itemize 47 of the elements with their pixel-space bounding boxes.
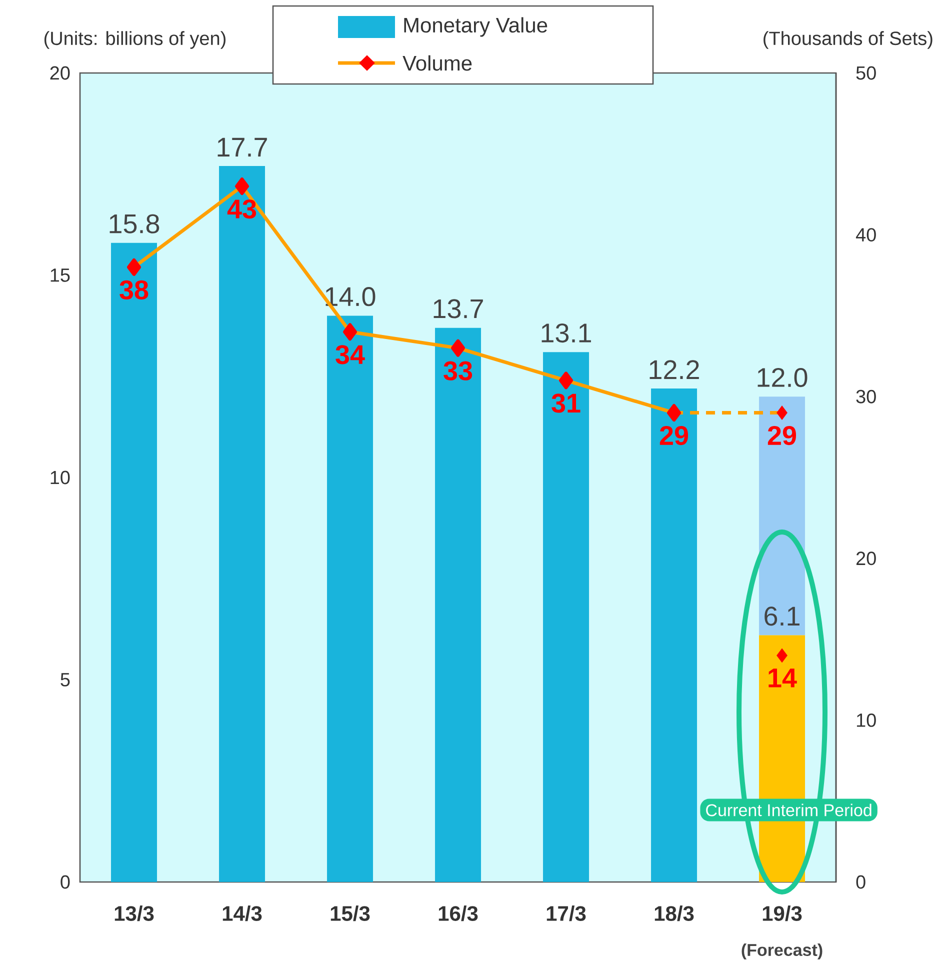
x-tick-label: 15/3 (330, 906, 370, 922)
bar (435, 328, 482, 882)
y2-axis-title: (Thousands of Sets) (764, 31, 932, 49)
x-tick-label: 17/3 (546, 906, 586, 922)
data-label: 17.7 (218, 138, 267, 156)
data-label: 12.2 (650, 360, 699, 379)
bar (219, 166, 266, 882)
x-tick-label: 13/3 (114, 906, 154, 922)
data-label: 14 (768, 668, 797, 688)
x-tick-label: 19/3 (762, 906, 802, 922)
data-label: 13.7 (434, 299, 483, 318)
data-label: 29 (660, 426, 688, 446)
y-tick-label: 15 (50, 268, 70, 282)
data-label: 43 (227, 199, 256, 219)
y-axis-title: (Units: billions of yen) (44, 31, 226, 49)
legend-label: Volume (402, 55, 472, 71)
y-tick-label: 20 (50, 66, 70, 80)
legend-label: Monetary Value (404, 17, 548, 37)
text: (Forecast) (742, 944, 822, 960)
bar (759, 396, 806, 636)
data-label: 13.1 (542, 323, 591, 343)
data-label: 6.1 (764, 606, 800, 626)
data-label: 14.0 (326, 287, 376, 306)
data-label: 33 (444, 361, 472, 380)
y-tick-label: 5 (60, 673, 70, 686)
data-label: 31 (552, 394, 580, 413)
y2-tick-label: 40 (856, 228, 876, 242)
bar (651, 388, 698, 882)
y2-tick-label: 20 (856, 552, 876, 566)
bar (111, 242, 157, 882)
y2-tick-label: 30 (856, 390, 876, 404)
data-label: 38 (120, 280, 148, 300)
data-label: 15.8 (110, 214, 160, 234)
x-tick-label: 16/3 (438, 906, 478, 922)
y2-tick-label: 0 (856, 875, 866, 889)
bar (543, 352, 590, 882)
bar (327, 316, 374, 882)
y2-tick-label: 50 (856, 66, 876, 80)
data-label: 29 (768, 426, 796, 446)
x-tick-label: 18/3 (654, 906, 694, 922)
data-label: 34 (336, 345, 365, 364)
total-label: 12.0 (758, 368, 808, 388)
y-tick-label: 10 (50, 470, 70, 484)
y2-tick-label: 10 (856, 713, 876, 727)
annotation: Current Interim Period (706, 804, 872, 816)
x-tick-label: 14/3 (222, 906, 262, 922)
y-tick-label: 0 (60, 875, 70, 889)
